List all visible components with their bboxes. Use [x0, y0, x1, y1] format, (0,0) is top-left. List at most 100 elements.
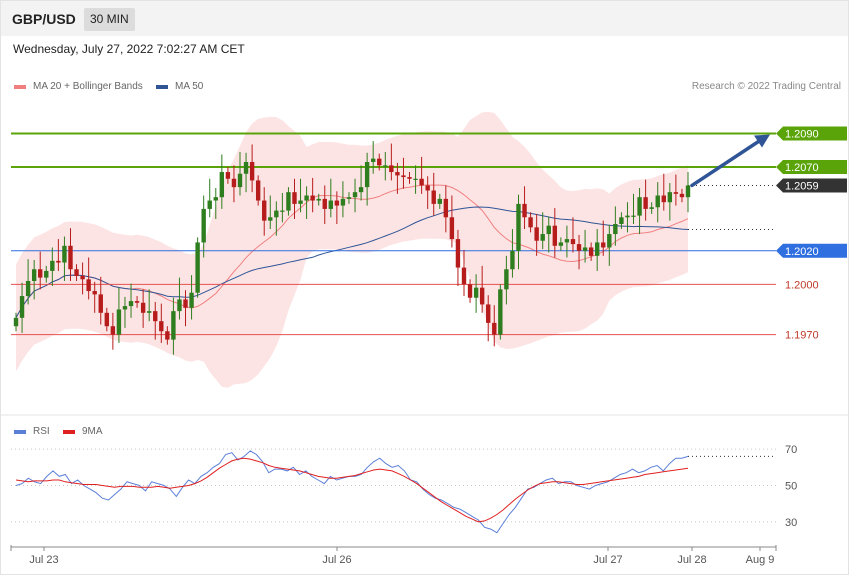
candle-body	[26, 281, 30, 296]
candle-body	[220, 172, 224, 197]
candle-body	[365, 162, 369, 187]
candle-body	[93, 291, 97, 294]
candle-body	[413, 179, 417, 180]
candle-body	[298, 201, 302, 204]
candle-body	[232, 179, 236, 187]
x-tick-label: Jul 27	[593, 554, 622, 566]
candle-body	[504, 269, 508, 289]
candle-body	[432, 190, 436, 203]
candle-body	[208, 201, 212, 209]
candle-body	[559, 242, 563, 245]
candle-body	[631, 216, 635, 217]
candle-body	[480, 288, 484, 305]
candle-body	[105, 313, 109, 326]
candle-body	[50, 261, 54, 271]
candle-body	[68, 246, 72, 269]
candle-body	[613, 224, 617, 234]
candle-body	[656, 196, 660, 208]
candle-body	[117, 309, 121, 334]
candle-body	[541, 234, 545, 241]
candle-body	[425, 185, 429, 190]
candle-body	[583, 247, 587, 250]
rsi-ma-line	[16, 458, 688, 522]
rsi-ma-legend-label: 9MA	[82, 426, 103, 437]
candle-body	[528, 217, 532, 227]
candle-body	[80, 276, 84, 279]
candle-body	[250, 162, 254, 180]
candle-body	[619, 217, 623, 224]
candle-body	[649, 207, 653, 209]
candle-body	[686, 185, 690, 197]
candle-body	[20, 296, 24, 318]
candle-body	[304, 196, 308, 201]
candle-body	[401, 175, 405, 177]
x-tick-label: Aug 9	[746, 554, 775, 566]
candle-body	[99, 294, 103, 312]
candle-body	[395, 172, 399, 175]
candle-body	[256, 180, 260, 200]
candle-body	[335, 201, 339, 206]
candle-body	[534, 227, 538, 240]
candle-body	[153, 311, 157, 321]
candle-body	[14, 318, 18, 326]
candle-body	[165, 331, 169, 339]
level-label-1.2000: 1.2000	[785, 279, 819, 291]
last-price-label: 1.2059	[785, 180, 819, 192]
candle-body	[498, 289, 502, 334]
candle-body	[171, 311, 175, 339]
candle-body	[601, 242, 605, 247]
x-tick-label: Jul 23	[29, 554, 58, 566]
candle-body	[310, 196, 314, 201]
forecast-arrow-shaft	[692, 141, 760, 186]
candle-body	[226, 172, 230, 179]
candle-body	[323, 199, 327, 209]
candle-body	[280, 211, 284, 212]
candle-body	[456, 239, 460, 267]
candle-body	[123, 306, 127, 309]
candle-body	[595, 242, 599, 255]
x-tick-label: Jul 28	[677, 554, 706, 566]
candle-body	[135, 301, 139, 303]
candle-body	[510, 251, 514, 269]
candle-body	[607, 234, 611, 247]
candle-body	[189, 293, 193, 308]
candle-body	[389, 165, 393, 172]
candle-body	[147, 311, 151, 313]
level-label-1.2020: 1.2020	[785, 246, 819, 258]
candle-body	[474, 288, 478, 298]
candle-body	[341, 199, 345, 206]
level-label-1.2070: 1.2070	[785, 162, 819, 174]
candle-body	[129, 301, 133, 306]
candle-body	[38, 269, 42, 277]
candle-body	[244, 162, 248, 174]
candle-body	[438, 199, 442, 204]
level-label-1.2090: 1.2090	[785, 129, 819, 141]
candle-body	[262, 201, 266, 221]
candle-body	[468, 284, 472, 297]
candle-body	[450, 217, 454, 239]
candle-body	[577, 244, 581, 251]
candle-body	[407, 177, 411, 179]
candle-body	[268, 217, 272, 220]
level-label-1.1970: 1.1970	[785, 330, 819, 342]
ma50-legend-label: MA 50	[175, 81, 203, 92]
rsi-legend-label: RSI	[33, 426, 50, 437]
rsi-legend-swatch	[14, 430, 26, 434]
candle-body	[111, 326, 115, 334]
candle-body	[553, 226, 557, 246]
credit-text: Research © 2022 Trading Central	[692, 81, 841, 92]
ma20-legend-swatch	[14, 85, 26, 89]
candle-body	[444, 199, 448, 217]
candle-body	[347, 197, 351, 199]
candle-body	[522, 204, 526, 217]
candle-body	[637, 197, 641, 215]
ma50-legend-swatch	[156, 85, 168, 89]
candle-body	[462, 268, 466, 285]
candle-body	[625, 216, 629, 218]
candle-body	[201, 209, 205, 243]
candle-body	[383, 165, 387, 166]
candle-body	[32, 269, 36, 281]
candle-body	[674, 192, 678, 194]
candle-body	[183, 299, 187, 307]
rsi-level-label-50: 50	[785, 480, 797, 492]
